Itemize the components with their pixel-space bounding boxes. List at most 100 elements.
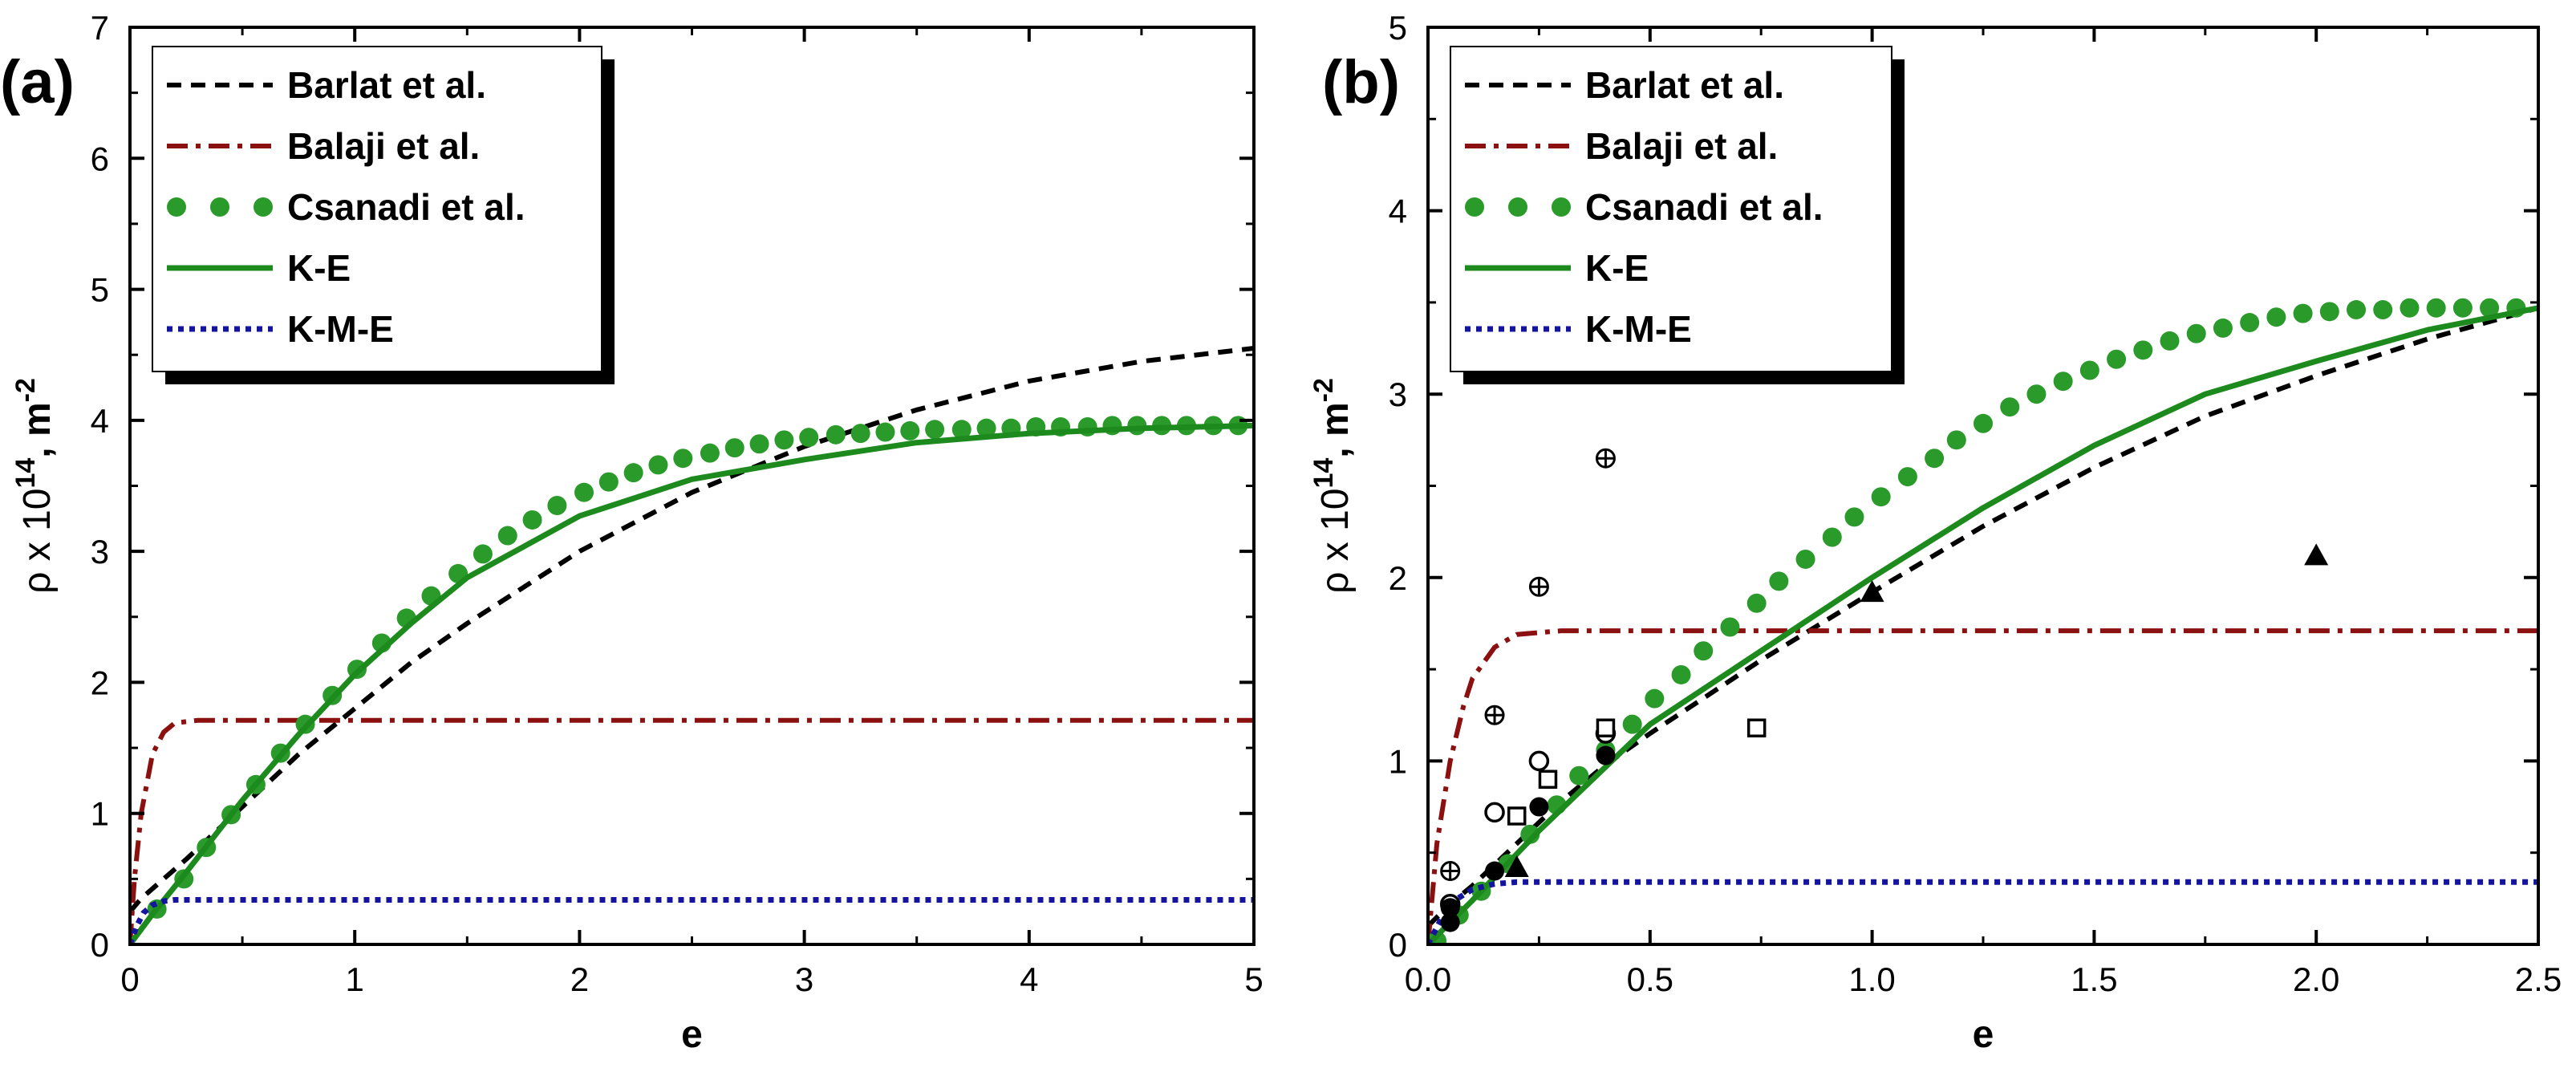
panel-b-series-csanadi-et-al-point: [1844, 507, 1864, 527]
panel-a-x-axis-label: e: [681, 1013, 703, 1056]
panel-b-series-csanadi-et-al-point: [2293, 303, 2313, 323]
panel-a-y-tick-label: 1: [91, 795, 109, 833]
panel-b-markers-circle-plus: [1440, 448, 1616, 882]
panel-b-y-tick-label: 2: [1389, 559, 1407, 597]
panel-b-series-csanadi-et-al-point: [1720, 617, 1740, 637]
panel-a-legend-k-e-label: K-E: [287, 247, 351, 289]
panel-b-y-axis-label-ylabel: ρ x 10: [1314, 489, 1357, 594]
panel-b-legend-csanadi-et-al-label: Csanadi et al.: [1585, 186, 1823, 228]
panel-a-series-csanadi-et-al-point: [875, 422, 895, 442]
panel-a-series-csanadi-et-al-point: [547, 495, 567, 515]
panel-a-x-tick-label: 1: [346, 960, 364, 998]
panel-b-y-tick-label: 5: [1389, 9, 1407, 47]
panel-a-y-axis-label-ylabel-unit-exp: -2: [10, 378, 41, 402]
panel-a-series-csanadi-et-al-point: [648, 455, 668, 475]
panel-b-series-csanadi-et-al-point: [1671, 664, 1691, 684]
panel-b-marker-square-open: [1538, 769, 1558, 790]
panel-b-legend-k-e-label: K-E: [1585, 247, 1649, 289]
panel-b-series-csanadi-et-al-point: [2266, 307, 2286, 327]
panel-a-y-tick-label: 2: [91, 664, 109, 701]
panel-a-series-csanadi-et-al-point: [522, 510, 542, 530]
panel-a-series-k-m-e-line: [130, 897, 1254, 944]
panel-a: 0 1 2 3 4 5 0 1 2 3 4 5 6 7 e ρ x 1014, m-2 (a) Barlat et…: [0, 9, 1264, 1056]
panel-a-y-tick-label: 6: [91, 140, 109, 177]
panel-b-series-barlat-et-al-line: [1428, 305, 2538, 928]
panel-b-x-tick-label: 2.0: [2293, 960, 2339, 998]
panel-b-series-csanadi-et-al-point: [1520, 824, 1540, 844]
panel-b-y-axis-label-ylabel-unit: , m: [1314, 402, 1357, 457]
panel-a-y-axis-label-ylabel: ρ x 10: [16, 489, 59, 594]
panel-a-series-csanadi-et-al-point: [951, 420, 972, 440]
panel-a-series-csanadi-et-al-point: [900, 420, 920, 441]
panel-b-legend: Barlat et al. Balaji et al. Csanadi et al.…: [1450, 46, 1905, 384]
panel-b-series-csanadi-et-al-point: [2186, 323, 2206, 343]
panel-a-series-csanadi-et-al-point: [473, 544, 493, 564]
panel-a-series-csanadi-et-al-point: [976, 418, 996, 438]
panel-b-marker-circle-filled: [1529, 797, 1549, 817]
panel-b-label: (b): [1322, 48, 1400, 116]
panel-b-series-csanadi-et-al-point: [2240, 313, 2260, 333]
panel-a-series-csanadi-et-al-point: [497, 526, 517, 546]
panel-b-series-csanadi-et-al-point: [1569, 765, 1589, 786]
panel-a-x-tick-label: 0: [120, 960, 139, 998]
panel-b: 0.0 0.5 1.0 1.5 2.0 2.5 0 1 2 3 4 5 e ρ x 1014, m-2 (b…: [1308, 9, 2562, 1056]
panel-b-x-tick-label: 1.0: [1848, 960, 1895, 998]
panel-a-series-csanadi-et-al-point: [623, 463, 643, 483]
panel-b-series-csanadi-et-al-point: [2000, 397, 2020, 417]
panel-b-x-tick-label: 0.5: [1627, 960, 1673, 998]
panel-b-series-csanadi-et-al-point: [1871, 487, 1891, 507]
panel-a-y-tick-label: 4: [91, 402, 109, 440]
panel-b-series-csanadi-et-al-point: [1645, 688, 1665, 709]
panel-b-series-k-m-e-line: [1428, 879, 2538, 944]
panel-b-marker-triangle-filled: [1504, 855, 1529, 877]
panel-b-x-tick-label: 1.5: [2071, 960, 2117, 998]
panel-b-series-csanadi-et-al-point: [1622, 714, 1642, 734]
panel-b-series-csanadi-et-al-point: [1769, 571, 1789, 591]
panel-a-y-axis-label-ylabel-unit: , m: [16, 402, 59, 457]
panel-b-marker-square-open: [1746, 718, 1767, 738]
panel-a-series-csanadi-et-al-point: [774, 430, 794, 450]
panel-b-marker-square-open: [1507, 806, 1527, 826]
panel-b-legend-csanadi-et-al-swatch-dot: [1552, 197, 1571, 217]
panel-b-series-csanadi-et-al-point: [2347, 300, 2367, 320]
panel-b-marker-circle-plus: [1440, 861, 1461, 882]
panel-b-series-csanadi-et-al-point: [2053, 372, 2073, 392]
panel-b-series-csanadi-et-al-point: [1746, 593, 1767, 613]
panel-b-series-csanadi-et-al-point: [1694, 641, 1714, 661]
panel-b-series-csanadi-et-al-point: [2426, 298, 2446, 318]
panel-b-series-csanadi-et-al-point: [1946, 430, 1966, 450]
panel-a-y-axis-label: ρ x 1014, m-2: [10, 378, 59, 594]
panel-b-marker-triangle-filled: [2304, 543, 2329, 566]
panel-a-y-tick-label: 0: [91, 926, 109, 964]
panel-b-markers-square-open: [1507, 718, 1767, 826]
panel-a-series-k-e-line: [130, 422, 1254, 944]
panel-a-legend-balaji-et-al-label: Balaji et al.: [287, 125, 480, 167]
panel-b-series-csanadi-et-al-point: [1822, 527, 1842, 547]
panel-b-marker-circle-plus: [1595, 448, 1616, 469]
panel-b-x-tick-label: 2.5: [2515, 960, 2562, 998]
panel-b-marker-triangle-filled: [1860, 580, 1884, 603]
panel-b-series-csanadi-et-al-point: [2079, 360, 2099, 380]
panel-b-y-tick-label: 4: [1389, 193, 1407, 230]
panel-b-y-tick-label: 0: [1389, 926, 1407, 964]
panel-a-legend-barlat-et-al-label: Barlat et al.: [287, 64, 486, 106]
panel-b-series-csanadi-et-al-point: [2373, 300, 2393, 320]
panel-a-x-tick-label: 3: [795, 960, 813, 998]
panel-a-series-csanadi-et-al-point: [826, 424, 846, 445]
panel-b-series-csanadi-et-al-point: [2160, 331, 2180, 351]
panel-b-y-axis-label: ρ x 1014, m-2: [1308, 378, 1357, 594]
panel-b-y-tick-label: 3: [1389, 376, 1407, 413]
panel-b-series-csanadi-et-al-point: [1925, 449, 1945, 469]
panel-b-y-axis-label-ylabel-unit-exp: -2: [1308, 378, 1339, 402]
panel-a-x-tick-label: 2: [570, 960, 589, 998]
panel-a-series-csanadi-et-al-point: [925, 420, 945, 440]
panel-b-y-axis-label-ylabel-exp: 14: [1308, 458, 1339, 489]
panel-a-series-csanadi-et-al-point: [574, 482, 594, 502]
panel-b-series-k-e-line: [1428, 305, 2538, 944]
panel-b-marker-circle-plus: [1528, 576, 1549, 597]
panel-b-legend-balaji-et-al-label: Balaji et al.: [1585, 125, 1778, 167]
panel-b-marker-circle-filled: [1440, 912, 1460, 932]
panel-b-y-tick-label: 1: [1389, 742, 1407, 780]
panel-a-series-csanadi-et-al-point: [799, 428, 819, 448]
